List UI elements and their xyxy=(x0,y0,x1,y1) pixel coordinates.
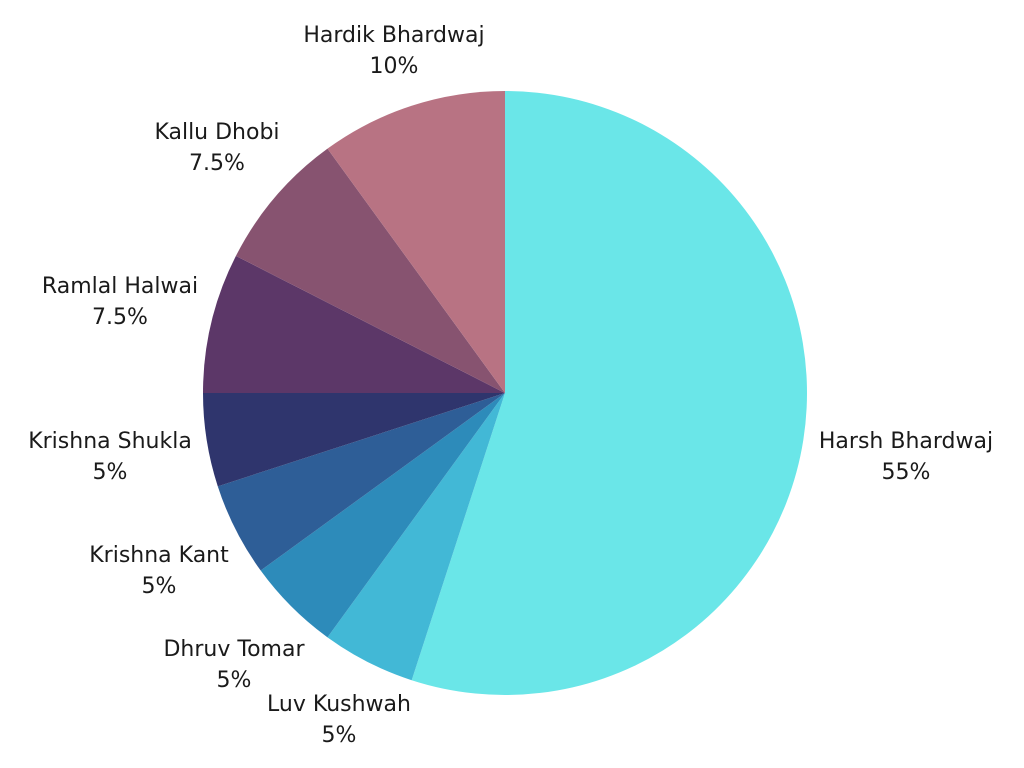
slice-value-label: 10% xyxy=(370,54,419,79)
pie-labels: Harsh Bhardwaj 55% Luv Kushwah 5% Dhruv Toma… xyxy=(28,23,993,748)
slice-value-label: 5% xyxy=(93,460,128,485)
slice-label: Luv Kushwah xyxy=(267,692,411,717)
pie-slice-ramlal-halwai xyxy=(203,255,505,393)
slice-value-label: 5% xyxy=(217,668,252,693)
pie-slice-krishna-kant xyxy=(217,393,505,571)
slice-label: Dhruv Tomar xyxy=(163,637,305,662)
pie-slice-harsh-bhardwaj xyxy=(411,91,808,695)
pie-slice-dhruv-tomar xyxy=(260,393,505,638)
slice-label: Krishna Shukla xyxy=(28,429,192,454)
pie-slice-krishna-shukla xyxy=(203,393,505,487)
slice-label: Krishna Kant xyxy=(89,543,229,568)
slice-value-label: 55% xyxy=(882,460,931,485)
slice-value-label: 5% xyxy=(142,574,177,599)
pie-slice-kallu-dhobi xyxy=(235,148,506,393)
slice-label: Harsh Bhardwaj xyxy=(819,429,993,454)
slice-label: Kallu Dhobi xyxy=(154,120,279,145)
slice-label: Ramlal Halwai xyxy=(42,274,198,299)
slice-value-label: 7.5% xyxy=(189,151,245,176)
slice-value-label: 5% xyxy=(322,723,357,748)
pie-slices xyxy=(203,91,808,695)
pie-slice-hardik-bhardwaj xyxy=(327,91,505,393)
slice-label: Hardik Bhardwaj xyxy=(303,23,484,48)
slice-value-label: 7.5% xyxy=(92,305,148,330)
pie-slice-luv-kushwah xyxy=(327,393,505,681)
